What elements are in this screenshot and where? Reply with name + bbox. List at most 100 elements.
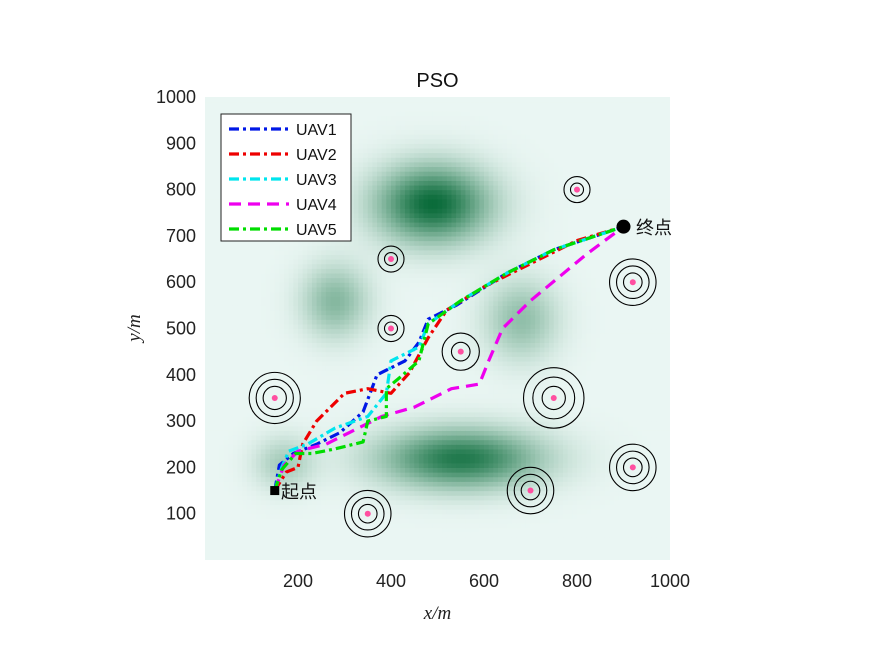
terrain-cell: [214, 430, 220, 436]
terrain-cell: [404, 147, 411, 154]
terrain-cell: [358, 314, 364, 320]
terrain-cell: [284, 411, 290, 418]
terrain-cell: [251, 425, 257, 431]
terrain-cell: [321, 314, 327, 320]
terrain-cell: [237, 245, 243, 251]
terrain-cell: [251, 527, 257, 533]
terrain-cell: [232, 509, 239, 515]
terrain-cell: [418, 439, 425, 445]
terrain-cell: [270, 476, 276, 482]
terrain-cell: [223, 522, 229, 529]
terrain-cell: [395, 115, 401, 121]
terrain-cell: [391, 448, 397, 455]
terrain-cell: [228, 286, 234, 293]
terrain-cell: [311, 458, 318, 464]
terrain-cell: [270, 374, 276, 381]
terrain-cell: [372, 134, 378, 140]
terrain-cell: [232, 448, 239, 455]
terrain-cell: [214, 212, 220, 218]
terrain-cell: [414, 453, 420, 459]
terrain-cell: [274, 351, 280, 357]
terrain-cell: [209, 157, 215, 163]
terrain-cell: [404, 490, 411, 496]
terrain-cell: [209, 347, 215, 353]
terrain-cell: [270, 448, 276, 455]
terrain-cell: [232, 328, 239, 334]
terrain-cell: [260, 272, 267, 279]
terrain-cell: [432, 147, 439, 154]
terrain-cell: [205, 208, 211, 214]
terrain-cell: [302, 272, 308, 279]
terrain-cell: [302, 527, 308, 533]
terrain-cell: [391, 314, 397, 320]
terrain-cell: [432, 296, 439, 302]
terrain-cell: [293, 351, 299, 357]
terrain-cell: [307, 397, 313, 404]
terrain-cell: [344, 347, 350, 353]
terrain-cell: [223, 532, 229, 538]
terrain-cell: [260, 430, 267, 436]
terrain-cell: [353, 425, 360, 431]
terrain-cell: [428, 384, 434, 390]
terrain-cell: [330, 314, 336, 320]
terrain-cell: [288, 277, 294, 283]
terrain-cell: [381, 157, 387, 163]
terrain-cell: [339, 485, 346, 492]
terrain-cell: [293, 379, 299, 385]
terrain-cell: [353, 245, 360, 251]
terrain-cell: [251, 509, 257, 515]
terrain-cell: [349, 333, 355, 339]
terrain-cell: [404, 152, 411, 158]
terrain-cell: [256, 541, 262, 547]
terrain-cell: [414, 235, 420, 242]
terrain-cell: [414, 171, 420, 177]
terrain-cell: [302, 499, 308, 506]
terrain-cell: [372, 337, 378, 343]
terrain-cell: [274, 300, 280, 306]
terrain-cell: [418, 143, 425, 149]
terrain-cell: [302, 430, 308, 436]
terrain-cell: [363, 370, 369, 376]
terrain-cell: [418, 518, 425, 524]
terrain-cell: [358, 495, 364, 501]
terrain-cell: [274, 272, 280, 279]
terrain-cell: [242, 472, 248, 478]
terrain-cell: [363, 166, 369, 172]
terrain-cell: [404, 115, 411, 121]
terrain-cell: [414, 434, 420, 441]
terrain-cell: [316, 402, 322, 408]
terrain-cell: [363, 129, 369, 135]
terrain-cell: [335, 388, 341, 394]
terrain-cell: [358, 171, 364, 177]
terrain-cell: [344, 342, 350, 348]
terrain-cell: [205, 124, 211, 131]
terrain-cell: [293, 342, 299, 348]
terrain-cell: [372, 513, 378, 519]
terrain-cell: [377, 536, 383, 543]
terrain-cell: [335, 374, 341, 381]
terrain-cell: [395, 407, 401, 413]
terrain-cell: [288, 365, 294, 371]
terrain-cell: [395, 485, 401, 492]
terrain-cell: [330, 527, 336, 533]
terrain-cell: [391, 370, 397, 376]
terrain-cell: [377, 120, 383, 126]
terrain-cell: [298, 347, 304, 353]
terrain-cell: [367, 222, 373, 228]
terrain-cell: [391, 129, 397, 135]
terrain-cell: [260, 522, 267, 529]
terrain-cell: [358, 342, 364, 348]
terrain-cell: [414, 263, 420, 269]
terrain-cell: [404, 518, 411, 524]
terrain-cell: [418, 157, 425, 163]
terrain-cell: [353, 333, 360, 339]
terrain-cell: [205, 397, 211, 404]
terrain-cell: [274, 499, 280, 506]
terrain-cell: [377, 222, 383, 228]
terrain-cell: [423, 254, 429, 260]
terrain-cell: [381, 472, 387, 478]
terrain-cell: [293, 397, 299, 404]
terrain-cell: [358, 245, 364, 251]
terrain-cell: [316, 536, 322, 543]
